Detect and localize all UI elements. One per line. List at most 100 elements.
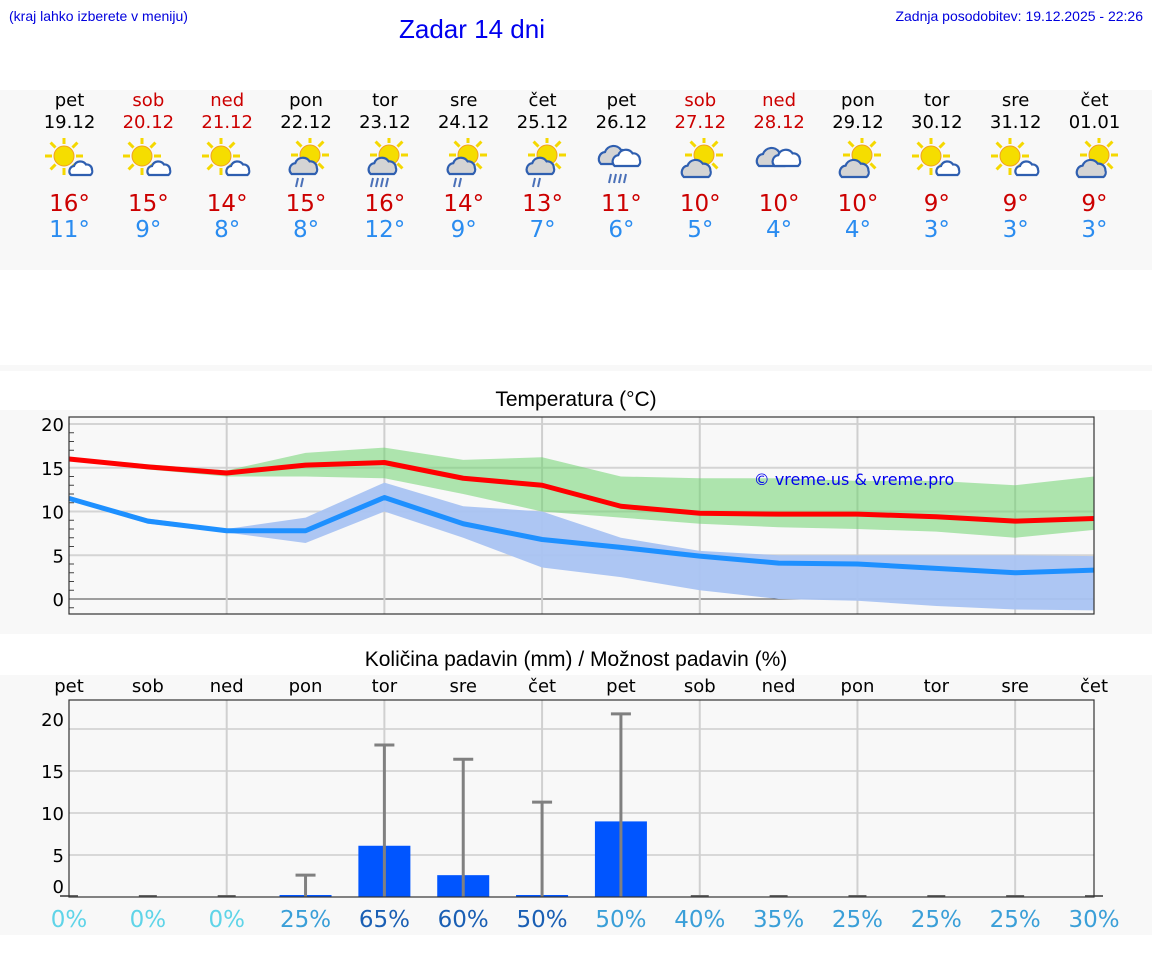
day-name: sob — [132, 90, 165, 111]
svg-text:15: 15 — [41, 459, 64, 480]
svg-text:0: 0 — [53, 877, 64, 898]
temp-min: 8° — [292, 217, 320, 243]
last-update-timestamp: Zadnja posodobitev: 19.12.2025 - 22:26 — [895, 8, 1143, 24]
precip-day-label: ned — [762, 676, 796, 697]
sun-small-cloud-icon — [123, 138, 172, 177]
precip-probability: 50% — [595, 907, 646, 933]
temp-min: 4° — [766, 217, 793, 243]
day-name: sre — [1001, 90, 1030, 111]
cloudy-rain-icon — [598, 144, 642, 184]
day-name: pon — [289, 90, 323, 111]
precip-day-label: sob — [132, 676, 164, 697]
temp-max: 9° — [1002, 191, 1029, 217]
precip-day-label: tor — [372, 676, 398, 697]
day-column: pet 19.12 16° 11° — [30, 90, 109, 244]
precip-probability: 25% — [990, 907, 1041, 933]
day-name: čet — [1080, 90, 1109, 111]
day-date: 30.12 — [911, 112, 963, 133]
day-name: čet — [528, 90, 557, 111]
precip-probability: 50% — [517, 907, 568, 933]
temp-max: 15° — [127, 191, 169, 217]
sun-small-cloud-icon — [44, 138, 93, 177]
svg-text:15: 15 — [41, 762, 64, 783]
precip-probability: 25% — [911, 907, 962, 933]
day-name: tor — [924, 90, 950, 111]
temp-min: 8° — [214, 217, 241, 243]
day-date: 26.12 — [595, 112, 648, 133]
temp-max: 11° — [601, 191, 642, 217]
region-menu-hint: (kraj lahko izberete v meniju) — [9, 8, 188, 24]
temp-min: 6° — [608, 217, 635, 243]
precip-chart-title: Količina padavin (mm) / Možnost padavin … — [364, 648, 788, 671]
temp-max: 9° — [1081, 191, 1108, 217]
temp-max: 16° — [364, 191, 406, 217]
temp-min: 7° — [529, 217, 556, 243]
temp-max: 13° — [522, 191, 563, 217]
temperature-chart-title: Temperatura (°C) — [495, 388, 657, 411]
day-date: 21.12 — [201, 112, 253, 133]
day-column: pon 22.12 15° 8° — [267, 90, 346, 244]
svg-text:20: 20 — [41, 415, 64, 436]
page-title: Zadar 14 dni — [399, 14, 545, 44]
day-name: pon — [841, 90, 875, 111]
day-column: sob 20.12 15° 9° — [109, 90, 188, 244]
sun-cloud-light-rain-icon — [288, 138, 330, 188]
precip-day-label: tor — [924, 676, 950, 697]
precip-probability: 25% — [280, 907, 331, 933]
svg-text:20: 20 — [41, 710, 64, 731]
precip-day-label: sob — [684, 676, 716, 697]
temp-max: 9° — [923, 191, 950, 217]
sun-small-cloud-icon — [202, 138, 251, 177]
temp-min: 3° — [923, 217, 950, 243]
temp-min: 9° — [135, 217, 162, 243]
day-date: 19.12 — [43, 112, 96, 133]
temp-min: 3° — [1081, 217, 1108, 243]
precip-probability: 0% — [130, 907, 167, 933]
svg-text:10: 10 — [41, 503, 64, 524]
temp-min: 12° — [364, 217, 406, 243]
day-date: 31.12 — [989, 112, 1042, 133]
precip-day-label: čet — [1080, 676, 1108, 697]
precip-probability: 25% — [832, 907, 883, 933]
day-date: 24.12 — [437, 112, 490, 133]
day-date: 20.12 — [122, 112, 175, 133]
precip-probability: 0% — [208, 907, 245, 933]
temp-min: 4° — [844, 217, 872, 243]
temp-max: 15° — [285, 191, 327, 217]
temp-min: 11° — [49, 217, 90, 243]
divider — [0, 365, 1152, 371]
precip-day-label: pet — [54, 676, 84, 697]
day-date: 28.12 — [753, 112, 805, 133]
temp-max: 16° — [49, 191, 90, 217]
day-name: sob — [684, 90, 717, 111]
temp-min: 9° — [450, 217, 477, 243]
precip-day-label: ned — [210, 676, 244, 697]
day-column: ned 28.12 10° 4° — [740, 90, 819, 244]
day-column: tor 30.12 9° 3° — [897, 90, 976, 244]
precip-day-label: pet — [606, 676, 636, 697]
precip-probability: 65% — [359, 907, 410, 933]
daily-forecast: pet 19.12 16° 11° sob 20.12 15° 9° ned 21.… — [0, 90, 1152, 270]
day-date: 01.01 — [1068, 112, 1121, 133]
day-name: sre — [449, 90, 478, 111]
day-name: pet — [606, 90, 637, 111]
precip-probability: 60% — [438, 907, 489, 933]
day-column: sob 27.12 10° 5° — [661, 90, 740, 244]
sun-small-cloud-icon — [990, 138, 1040, 177]
day-column: tor 23.12 16° 12° — [345, 90, 424, 244]
temp-max: 10° — [758, 191, 800, 217]
precip-chart-bg — [0, 675, 1152, 935]
sun-small-cloud-icon — [911, 138, 961, 177]
precip-day-label: pon — [841, 676, 875, 697]
temp-max: 14° — [443, 191, 485, 217]
temp-min: 5° — [687, 217, 714, 243]
day-date: 22.12 — [280, 112, 332, 133]
day-name: tor — [372, 90, 398, 111]
partly-cloudy-icon — [681, 138, 724, 179]
precip-probability: 40% — [674, 907, 725, 933]
day-date: 29.12 — [832, 112, 884, 133]
sun-cloud-light-rain-icon — [525, 138, 566, 188]
day-name: pet — [54, 90, 85, 111]
day-column: pon 29.12 10° 4° — [818, 90, 897, 244]
